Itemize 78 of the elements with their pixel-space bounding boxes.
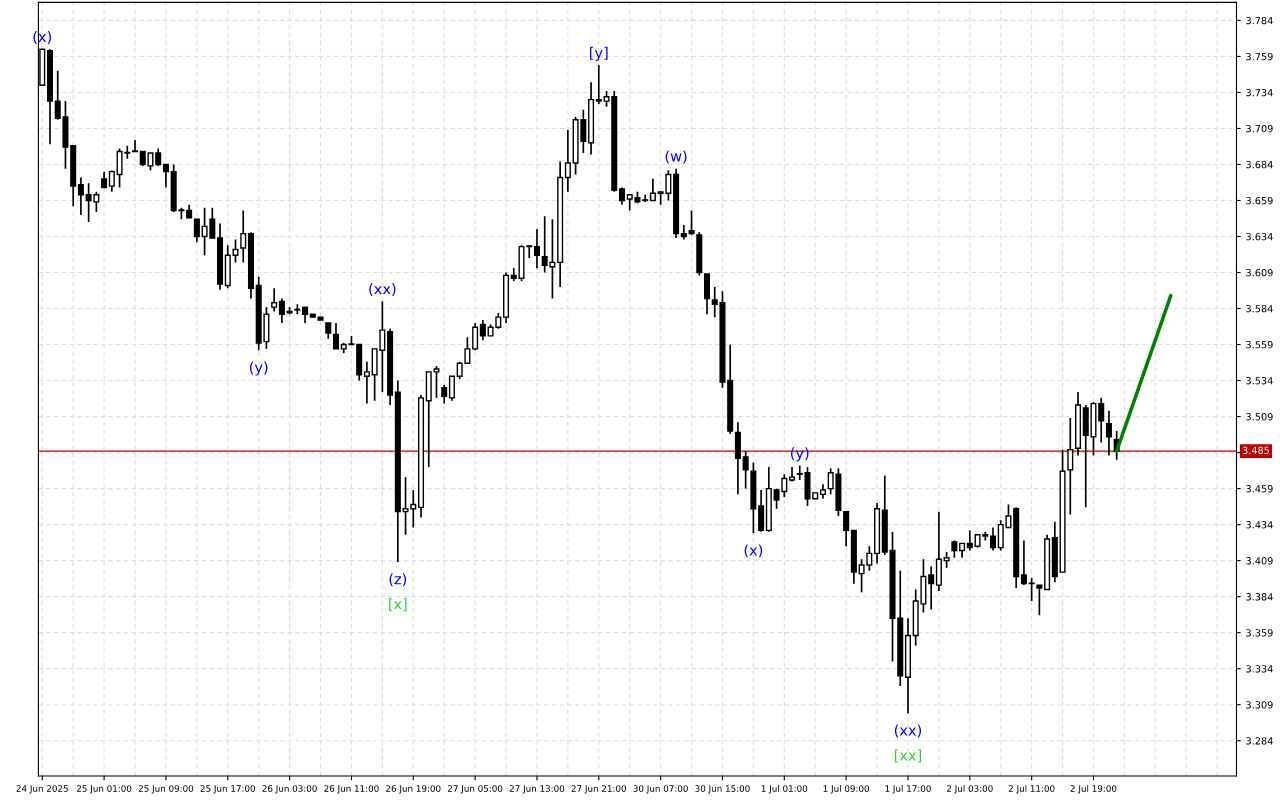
x-tick-label: 2 Jul 11:00 [1008,785,1055,794]
candlestick [240,209,247,264]
candlestick [742,450,749,490]
y-tick-label: 3.559 [1246,341,1273,349]
candlestick [162,163,169,189]
x-tick-label: 1 Jul 09:00 [823,785,870,794]
x-tick-label: 25 Jun 01:00 [76,785,132,794]
candlestick [441,384,448,405]
y-tick-label: 3.584 [1246,305,1273,313]
y-tick-label: 3.434 [1246,521,1273,529]
y-tick-label: 3.334 [1246,665,1273,673]
annotation: (z) [389,573,407,587]
x-tick-label: 24 Jun 2025 [16,785,68,794]
y-tick-label: 3.609 [1246,268,1273,277]
y-tick-label: 3.759 [1246,52,1273,61]
x-tick-label: 25 Jun 17:00 [200,785,255,794]
annotation: (w) [665,150,687,164]
x-tick-label: 25 Jun 09:00 [138,785,194,794]
x-tick-label: 26 Jun 19:00 [386,785,441,794]
x-tick-label: 30 Jun 07:00 [633,785,688,794]
candlestick [595,64,602,105]
candlestick [533,228,540,270]
candlestick [966,529,973,552]
y-tick-label: 3.784 [1246,16,1273,25]
candlestick [1036,584,1043,617]
candlestick [193,218,200,244]
candlestick [363,360,370,405]
x-tick-label: 1 Jul 17:00 [885,785,931,794]
y-tick-label: 3.534 [1246,377,1273,385]
y-tick-label: 3.634 [1246,232,1273,241]
annotation: (x) [744,544,763,558]
candlestick [1028,577,1035,602]
candlestick [1067,417,1074,516]
x-tick-label: 27 Jun 05:00 [447,785,503,794]
x-tick-label: 27 Jun 21:00 [571,785,626,794]
y-tick-label: 3.284 [1246,737,1273,745]
candlestick [928,565,935,611]
y-tick-label: 3.459 [1246,485,1273,493]
candlestick [448,375,455,402]
y-tick-label: 3.309 [1246,701,1273,709]
candlestick [989,526,997,552]
y-tick-label: 3.684 [1246,160,1273,169]
annotation: [x] [389,598,407,612]
ref-line-label: 3.485 [1242,446,1270,454]
candlestick [1020,539,1027,586]
x-tick-label: 26 Jun 11:00 [324,785,379,794]
candlestick [132,139,139,153]
y-tick-label: 3.359 [1246,629,1273,637]
x-tick-label: 26 Jun 03:00 [262,785,317,794]
y-tick-label: 3.409 [1246,557,1273,565]
candlestick [1105,409,1112,457]
candlestick [564,129,571,193]
candlestick [332,322,340,350]
candlestick [77,176,84,216]
candlestick [479,319,486,342]
x-tick-label: 2 Jul 03:00 [947,785,993,794]
candlestick [271,287,278,313]
y-tick-label: 3.659 [1246,196,1273,205]
annotation: [xx] [894,749,922,763]
candlestick [108,169,115,193]
x-tick-label: 27 Jun 13:00 [509,785,565,794]
candlestick [278,297,285,324]
candlestick [843,510,850,548]
candlestick [472,322,479,352]
candlestick [1098,397,1105,444]
annotation: (y) [249,361,268,376]
y-tick-label: 3.509 [1246,413,1273,421]
y-tick-label: 3.734 [1246,88,1273,97]
annotation: (xx) [894,724,922,738]
y-tick-label: 3.384 [1246,593,1273,601]
x-tick-label: 1 Jul 01:00 [761,785,808,794]
annotation: [y] [590,46,608,61]
annotation: (xx) [369,283,396,297]
candlestick [649,178,656,202]
x-tick-label: 30 Jun 15:00 [695,785,750,794]
x-tick-label: 2 Jul 19:00 [1070,785,1117,794]
candlestick [688,209,695,236]
y-tick-label: 3.709 [1246,124,1273,133]
